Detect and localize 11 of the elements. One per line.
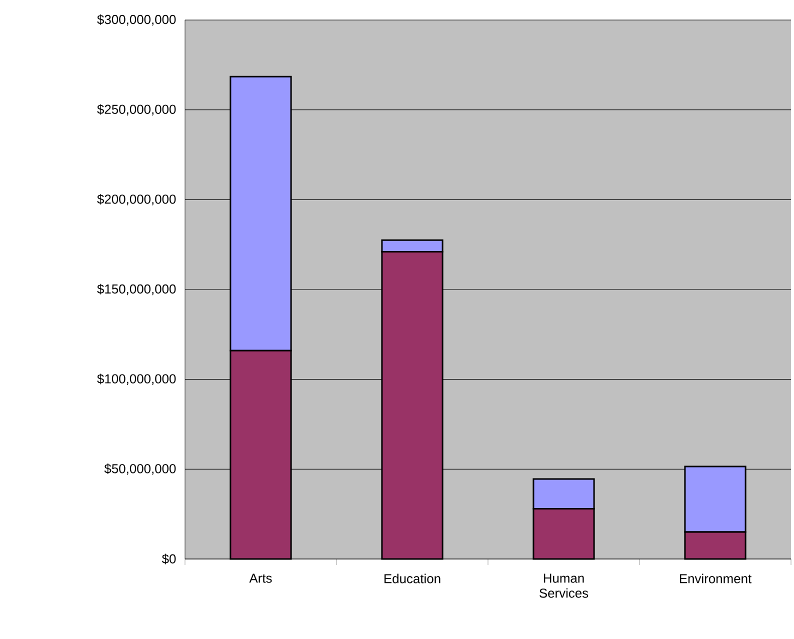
x-tick-label: Environment xyxy=(680,574,752,584)
y-tick-label: $150,000,000 xyxy=(97,284,176,296)
y-tick-label: $100,000,000 xyxy=(97,374,176,385)
y-tick-label: $50,000,000 xyxy=(104,464,176,475)
y-tick-label: $200,000,000 xyxy=(97,194,176,206)
x-tick-label: Human Services xyxy=(540,574,588,598)
x-tick-label: Education xyxy=(384,574,440,584)
x-tick-label: Arts xyxy=(249,574,272,583)
y-tick-label: $300,000,000 xyxy=(97,14,176,26)
y-tick-label: $0 xyxy=(162,554,176,564)
y-tick-label: $250,000,000 xyxy=(97,104,176,116)
